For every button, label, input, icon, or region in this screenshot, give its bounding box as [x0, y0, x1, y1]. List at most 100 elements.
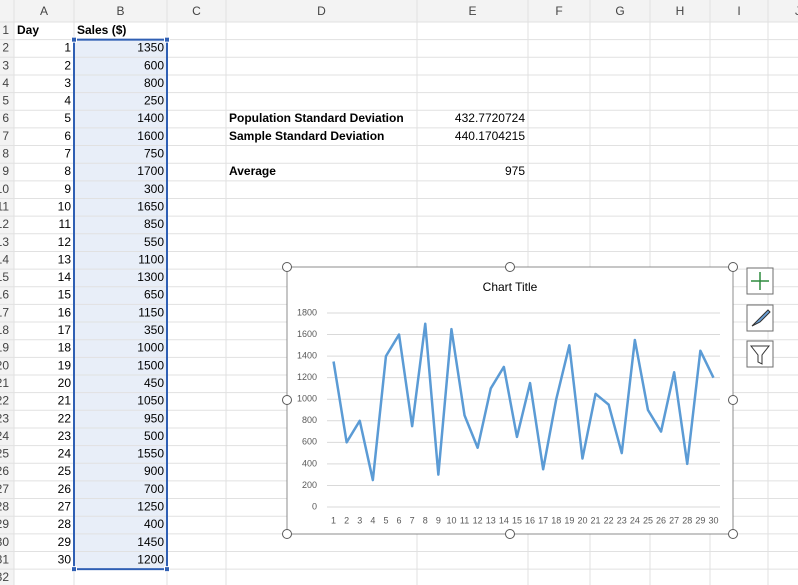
row-header[interactable]: 24 [0, 429, 9, 443]
cell[interactable]: 25 [58, 464, 72, 478]
cell[interactable]: 6 [64, 129, 71, 143]
selection-handle[interactable] [164, 36, 170, 43]
resize-handle[interactable] [728, 262, 738, 272]
row-header[interactable]: 11 [0, 199, 9, 213]
row-header[interactable]: 8 [2, 147, 9, 161]
cell[interactable]: 27 [58, 500, 72, 514]
cell[interactable]: 400 [144, 517, 164, 531]
row-header[interactable]: 19 [0, 341, 9, 355]
cell[interactable]: 28 [58, 517, 72, 531]
row-header[interactable]: 17 [0, 305, 9, 319]
row-header[interactable]: 13 [0, 235, 9, 249]
cell[interactable]: Day [17, 23, 39, 37]
resize-handle[interactable] [728, 395, 738, 405]
cell[interactable]: 350 [144, 323, 164, 337]
cell[interactable]: 30 [58, 552, 72, 566]
resize-handle[interactable] [282, 529, 292, 539]
column-header[interactable]: I [737, 4, 740, 18]
cell[interactable]: 23 [58, 429, 72, 443]
cell[interactable]: 550 [144, 235, 164, 249]
cell[interactable]: 10 [58, 199, 72, 213]
row-header[interactable]: 16 [0, 288, 9, 302]
row-header[interactable]: 21 [0, 376, 9, 390]
row-header[interactable]: 7 [2, 129, 9, 143]
cell[interactable]: 20 [58, 376, 72, 390]
row-header[interactable]: 32 [0, 570, 9, 584]
cell[interactable]: 1250 [137, 500, 164, 514]
row-header[interactable]: 12 [0, 217, 9, 231]
column-header[interactable]: J [795, 4, 798, 18]
cell[interactable]: 975 [505, 164, 525, 178]
row-header[interactable]: 6 [2, 111, 9, 125]
cell[interactable]: 8 [64, 164, 71, 178]
column-header[interactable]: H [676, 4, 685, 18]
row-header[interactable]: 18 [0, 323, 9, 337]
resize-handle[interactable] [282, 262, 292, 272]
cell[interactable]: 1000 [137, 341, 164, 355]
cell[interactable]: 500 [144, 429, 164, 443]
row-header[interactable]: 1 [2, 23, 9, 37]
cell[interactable]: 300 [144, 182, 164, 196]
row-header[interactable]: 15 [0, 270, 9, 284]
resize-handle[interactable] [728, 529, 738, 539]
column-header[interactable]: B [116, 4, 124, 18]
cell[interactable]: 800 [144, 76, 164, 90]
cell[interactable]: 9 [64, 182, 71, 196]
resize-handle[interactable] [282, 395, 292, 405]
row-header[interactable]: 26 [0, 464, 9, 478]
cell[interactable]: 4 [64, 94, 71, 108]
cell[interactable]: 1100 [138, 252, 164, 266]
cell[interactable]: 1550 [137, 447, 164, 461]
cell[interactable]: 1300 [137, 270, 164, 284]
column-header[interactable]: D [317, 4, 326, 18]
cell[interactable]: 950 [144, 411, 164, 425]
cell[interactable]: 1200 [137, 552, 164, 566]
cell[interactable]: 13 [58, 252, 72, 266]
cell[interactable]: Sales ($) [77, 23, 126, 37]
row-header[interactable]: 10 [0, 182, 9, 196]
cell[interactable]: 21 [58, 394, 72, 408]
cell[interactable]: 7 [64, 147, 71, 161]
column-header[interactable]: E [468, 4, 476, 18]
row-header[interactable]: 23 [0, 411, 9, 425]
cell[interactable]: 19 [58, 358, 72, 372]
selection-handle[interactable] [71, 566, 77, 573]
cell[interactable]: 450 [144, 376, 164, 390]
row-header[interactable]: 3 [2, 58, 9, 72]
column-header[interactable]: A [40, 4, 48, 18]
cell[interactable]: 440.1704215 [455, 129, 525, 143]
cell[interactable]: 1050 [137, 394, 164, 408]
cell[interactable]: 1350 [137, 41, 164, 55]
cell[interactable]: 3 [64, 76, 71, 90]
cell[interactable]: 650 [144, 288, 164, 302]
cell[interactable]: 14 [58, 270, 72, 284]
column-header[interactable]: G [615, 4, 624, 18]
row-header[interactable]: 27 [0, 482, 9, 496]
cell[interactable]: 250 [144, 94, 164, 108]
column-header[interactable]: F [555, 4, 562, 18]
cell[interactable]: 17 [58, 323, 72, 337]
cell[interactable]: 11 [59, 217, 72, 231]
row-header[interactable]: 29 [0, 517, 9, 531]
cell[interactable]: Sample Standard Deviation [229, 129, 384, 143]
cell[interactable]: Average [229, 164, 276, 178]
cell[interactable]: 29 [58, 535, 72, 549]
row-header[interactable]: 14 [0, 252, 9, 266]
cell[interactable]: 1700 [137, 164, 164, 178]
row-header[interactable]: 20 [0, 358, 9, 372]
cell[interactable]: 900 [144, 464, 164, 478]
cell[interactable]: 24 [58, 447, 72, 461]
resize-handle[interactable] [505, 262, 515, 272]
cell[interactable]: 1150 [138, 305, 164, 319]
row-header[interactable]: 25 [0, 447, 9, 461]
cell[interactable]: 1500 [137, 358, 164, 372]
row-header[interactable]: 5 [2, 94, 9, 108]
selection-handle[interactable] [71, 36, 77, 43]
chart-button[interactable] [746, 340, 774, 368]
row-header[interactable]: 2 [2, 41, 9, 55]
column-header[interactable]: C [192, 4, 201, 18]
cell[interactable]: 22 [58, 411, 72, 425]
cell[interactable]: Population Standard Deviation [229, 111, 404, 125]
row-header[interactable]: 30 [0, 535, 9, 549]
row-header[interactable]: 9 [2, 164, 9, 178]
